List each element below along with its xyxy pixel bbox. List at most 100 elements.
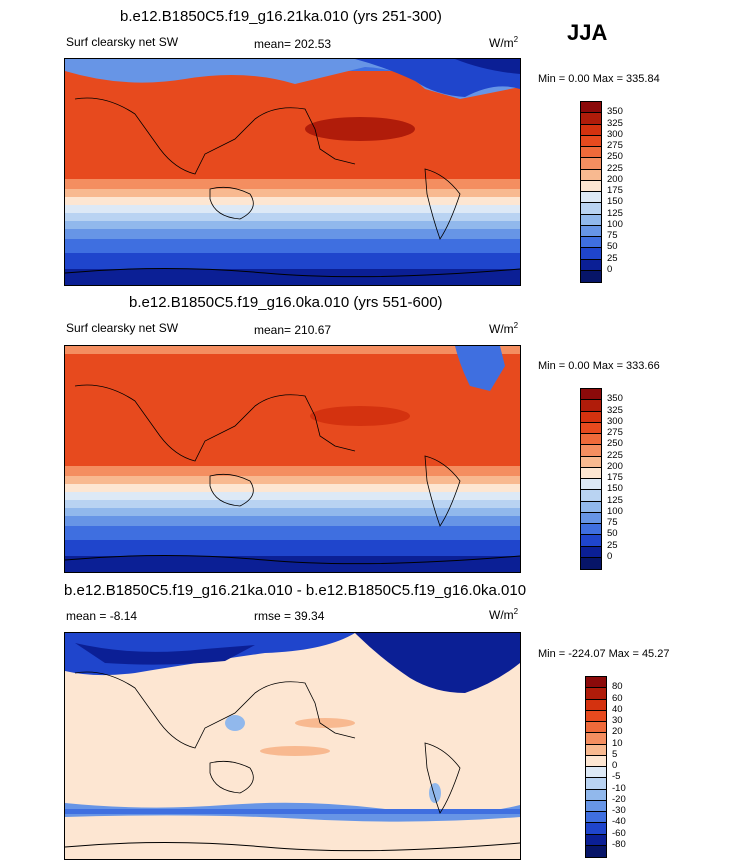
panel-3-units: W/m2 bbox=[489, 607, 518, 622]
colorbar-tick-label: 0 bbox=[612, 760, 618, 771]
colorbar-tick-label: -40 bbox=[612, 816, 626, 828]
colorbar-tick-label: 200 bbox=[607, 173, 623, 185]
units-text: W/m bbox=[489, 322, 514, 336]
colorbar-tick-label: 5 bbox=[612, 748, 618, 760]
colorbar-swatch bbox=[581, 270, 601, 282]
colorbar-tick-label: 40 bbox=[612, 703, 623, 715]
colorbar-tick-label: 250 bbox=[607, 438, 623, 450]
season-label: JJA bbox=[567, 20, 608, 45]
colorbar-swatch bbox=[581, 467, 601, 479]
panel-1-map bbox=[64, 58, 521, 286]
colorbar-swatch bbox=[586, 845, 606, 857]
colorbar-tick-label: 25 bbox=[607, 539, 618, 551]
colorbar-swatch bbox=[581, 479, 601, 491]
colorbar-tick-label: 300 bbox=[607, 415, 623, 427]
colorbar-swatch bbox=[581, 102, 601, 114]
colorbar-swatch bbox=[586, 677, 606, 689]
colorbar-swatch bbox=[586, 778, 606, 790]
colorbar-swatch bbox=[581, 400, 601, 412]
colorbar-swatch bbox=[586, 688, 606, 700]
colorbar-swatch bbox=[581, 524, 601, 536]
colorbar-swatch bbox=[586, 800, 606, 812]
colorbar-swatch bbox=[581, 214, 601, 226]
colorbar-tick-label: 75 bbox=[607, 517, 618, 528]
colorbar-swatch bbox=[581, 158, 601, 170]
colorbar-tick-label: 200 bbox=[607, 460, 623, 472]
colorbar-tick-label: 30 bbox=[612, 715, 623, 726]
colorbar-tick-label: 10 bbox=[612, 737, 623, 749]
colorbar-swatch bbox=[581, 490, 601, 502]
colorbar-swatch bbox=[581, 248, 601, 260]
colorbar-swatch bbox=[581, 124, 601, 136]
panel-2-units: W/m2 bbox=[489, 321, 518, 336]
panel-3-mean: mean = -8.14 bbox=[66, 609, 138, 623]
colorbar-tick-label: 100 bbox=[607, 218, 623, 230]
units-exponent: 2 bbox=[513, 321, 519, 330]
colorbar-tick-label: 100 bbox=[607, 505, 623, 517]
colorbar-swatch bbox=[586, 699, 606, 711]
colorbar-swatch bbox=[581, 169, 601, 181]
colorbar-swatch bbox=[581, 546, 601, 558]
colorbar-tick-label: 175 bbox=[607, 185, 623, 196]
colorbar-swatch bbox=[581, 259, 601, 271]
colorbar-tick-label: 0 bbox=[607, 550, 613, 562]
colorbar-swatch bbox=[581, 147, 601, 159]
colorbar-swatch bbox=[581, 135, 601, 147]
colorbar-swatch bbox=[586, 834, 606, 846]
colorbar-swatch bbox=[581, 456, 601, 468]
colorbar-tick-label: 225 bbox=[607, 162, 623, 174]
colorbar-swatch bbox=[581, 180, 601, 192]
colorbar-tick-label: -10 bbox=[612, 782, 626, 794]
colorbar-swatch bbox=[581, 389, 601, 401]
colorbar-tick-label: 325 bbox=[607, 404, 623, 416]
colorbar-tick-label: 250 bbox=[607, 151, 623, 163]
panel-2-title: b.e12.B1850C5.f19_g16.0ka.010 (yrs 551-6… bbox=[129, 294, 443, 311]
colorbar-tick-label: 350 bbox=[607, 393, 623, 405]
colorbar-swatch bbox=[581, 501, 601, 513]
colorbar-tick-label: -30 bbox=[612, 805, 626, 816]
colorbar-tick-label: 80 bbox=[612, 681, 623, 693]
colorbar-tick-label: 25 bbox=[607, 252, 618, 264]
colorbar-tick-label: 325 bbox=[607, 117, 623, 129]
colorbar-swatch bbox=[586, 710, 606, 722]
colorbar-swatch bbox=[581, 445, 601, 457]
colorbar-tick-label: 300 bbox=[607, 128, 623, 140]
units-exponent: 2 bbox=[513, 607, 519, 616]
units-exponent: 2 bbox=[513, 35, 519, 44]
colorbar-tick-label: 50 bbox=[607, 241, 618, 253]
colorbar-swatch bbox=[586, 744, 606, 756]
colorbar-swatch bbox=[586, 812, 606, 824]
colorbar-swatch bbox=[586, 789, 606, 801]
colorbar-swatch bbox=[581, 225, 601, 237]
panel-1-map-svg bbox=[65, 59, 520, 285]
colorbar-swatch bbox=[581, 113, 601, 125]
colorbar-tick-label: 275 bbox=[607, 427, 623, 438]
units-text: W/m bbox=[489, 36, 514, 50]
panel-2-map bbox=[64, 345, 521, 573]
colorbar-tick-label: -80 bbox=[612, 838, 626, 850]
colorbar-tick-label: -60 bbox=[612, 827, 626, 839]
panel-3-colorbar bbox=[585, 676, 607, 858]
colorbar-swatch bbox=[581, 512, 601, 524]
colorbar-tick-label: 50 bbox=[607, 528, 618, 540]
colorbar-swatch bbox=[581, 434, 601, 446]
colorbar-swatch bbox=[586, 755, 606, 767]
panel-2-minmax: Min = 0.00 Max = 333.66 bbox=[538, 360, 660, 372]
colorbar-tick-label: 350 bbox=[607, 106, 623, 118]
panel-3-map-svg bbox=[65, 633, 520, 859]
colorbar-swatch bbox=[586, 722, 606, 734]
colorbar-swatch bbox=[581, 203, 601, 215]
colorbar-swatch bbox=[581, 557, 601, 569]
colorbar-swatch bbox=[586, 767, 606, 779]
panel-2-map-svg bbox=[65, 346, 520, 572]
panel-3-minmax: Min = -224.07 Max = 45.27 bbox=[538, 648, 670, 660]
panel-1-title: b.e12.B1850C5.f19_g16.21ka.010 (yrs 251-… bbox=[120, 8, 442, 25]
panel-3-title: b.e12.B1850C5.f19_g16.21ka.010 - b.e12.B… bbox=[64, 582, 527, 599]
colorbar-tick-label: 60 bbox=[612, 692, 623, 704]
colorbar-tick-label: 275 bbox=[607, 140, 623, 151]
colorbar-tick-label: 150 bbox=[607, 483, 623, 495]
colorbar-swatch bbox=[581, 237, 601, 249]
colorbar-tick-label: -20 bbox=[612, 793, 626, 805]
panel-1-colorbar bbox=[580, 101, 602, 283]
colorbar-swatch bbox=[581, 422, 601, 434]
